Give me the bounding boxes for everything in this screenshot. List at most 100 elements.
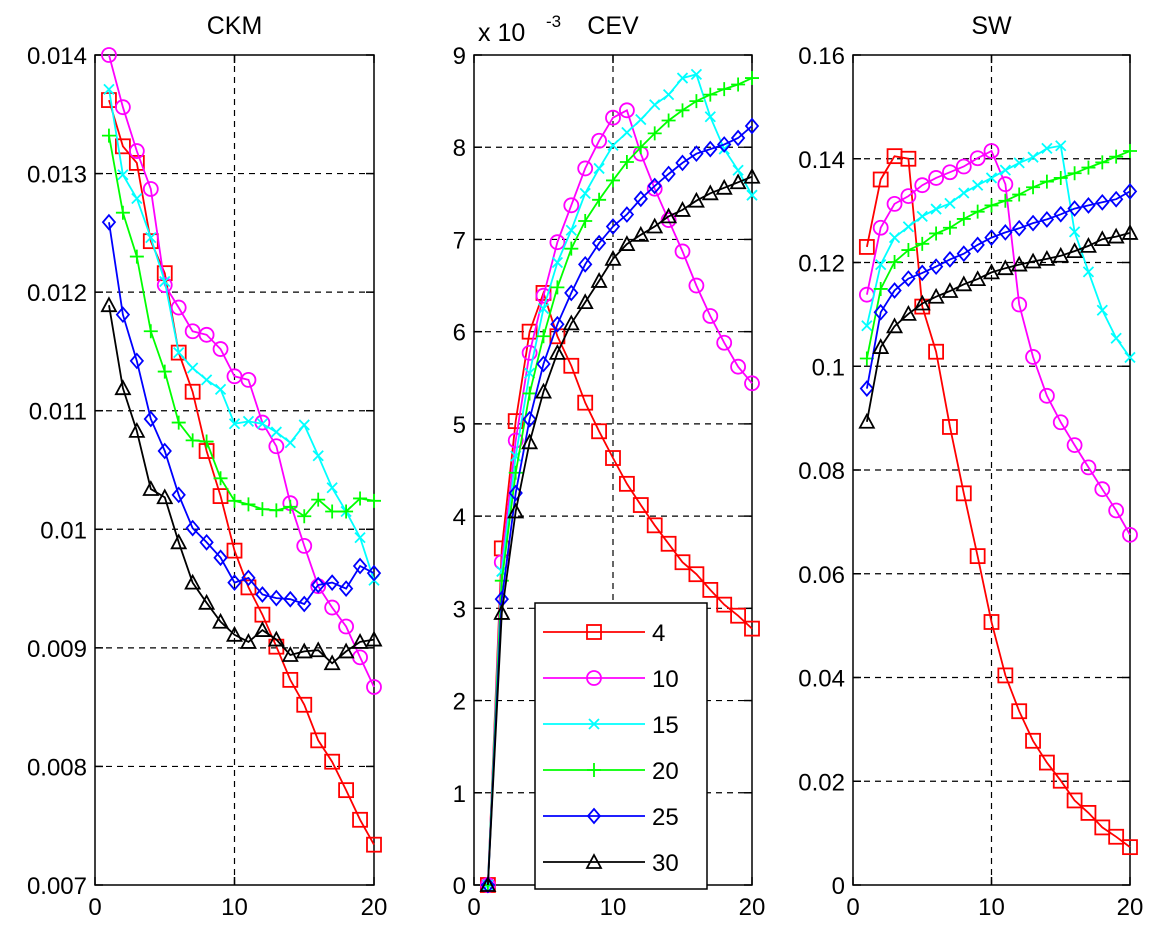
data-point <box>534 382 553 399</box>
data-point <box>996 259 1014 276</box>
data-point <box>145 231 157 244</box>
data-point <box>660 535 677 552</box>
data-point <box>242 415 255 428</box>
panel-title: CEV <box>587 12 639 40</box>
data-point <box>351 633 369 649</box>
data-point <box>661 165 676 183</box>
data-point <box>562 314 580 331</box>
data-point <box>605 450 621 466</box>
data-point <box>901 270 916 287</box>
data-point <box>255 586 270 603</box>
x-tick-label: 0 <box>88 894 101 921</box>
data-point <box>675 154 690 172</box>
data-point <box>1080 459 1097 476</box>
y-tick-label: 0.013 <box>27 162 87 189</box>
legend-label: 10 <box>652 666 679 693</box>
data-point <box>873 281 888 296</box>
data-point <box>690 68 703 81</box>
data-point <box>914 177 931 194</box>
data-point <box>872 171 889 188</box>
data-point <box>337 642 355 659</box>
data-point <box>1080 804 1097 821</box>
data-point <box>1082 266 1095 278</box>
legend-entry-15: 15 <box>543 712 679 739</box>
data-point <box>621 126 633 139</box>
data-point <box>284 437 296 449</box>
legend-label: 30 <box>652 850 679 877</box>
data-point <box>716 596 733 613</box>
data-point <box>1012 187 1027 202</box>
data-point <box>240 371 257 388</box>
data-point <box>997 176 1014 193</box>
data-point <box>701 184 719 201</box>
data-point <box>702 308 719 324</box>
data-point <box>887 282 902 299</box>
data-point <box>297 509 312 524</box>
legend-entry-30: 30 <box>543 850 679 877</box>
series-line <box>866 150 1131 359</box>
y-tick-label: 9 <box>453 43 466 70</box>
data-point <box>704 111 716 123</box>
grid <box>95 55 374 885</box>
data-point <box>1079 237 1097 253</box>
data-point <box>131 192 143 205</box>
series-line <box>866 190 1131 389</box>
data-point <box>338 580 354 597</box>
data-point <box>703 140 718 158</box>
data-point <box>1039 174 1054 189</box>
legend-label: 20 <box>652 758 679 785</box>
legend-label: 15 <box>652 712 679 739</box>
data-point <box>171 486 186 504</box>
data-point <box>522 386 537 401</box>
data-point <box>1067 166 1082 181</box>
data-point <box>1038 249 1056 266</box>
data-point <box>689 94 704 109</box>
data-point <box>660 207 678 224</box>
data-point <box>715 178 733 195</box>
data-point <box>1094 819 1111 836</box>
data-point <box>901 243 916 258</box>
data-point <box>143 324 158 339</box>
data-point <box>1039 211 1055 228</box>
data-point <box>619 206 635 223</box>
data-point <box>984 229 999 246</box>
data-point <box>352 557 368 575</box>
data-point <box>1053 205 1068 223</box>
data-point <box>730 607 746 624</box>
legend-entry-4: 4 <box>543 620 665 647</box>
data-point <box>311 576 326 594</box>
data-point <box>1108 190 1124 208</box>
data-point <box>732 164 744 176</box>
legend-marker <box>587 763 601 777</box>
axis-exponent-base: x 10 <box>478 19 525 47</box>
data-point <box>507 413 524 430</box>
data-point <box>1066 242 1084 258</box>
data-point <box>972 179 984 191</box>
data-point <box>632 225 650 242</box>
data-point <box>115 306 131 324</box>
data-point <box>646 517 663 534</box>
data-point <box>928 170 944 186</box>
data-point <box>942 251 958 268</box>
y-tick-label: 3 <box>453 596 466 623</box>
data-point <box>1066 792 1083 809</box>
data-point <box>743 167 761 184</box>
x-tick-label: 0 <box>846 894 859 921</box>
data-point <box>969 270 987 286</box>
data-point <box>297 595 312 613</box>
data-point <box>673 201 692 217</box>
data-point <box>563 197 580 214</box>
data-point <box>185 519 200 537</box>
x-tick-label: 10 <box>978 894 1005 921</box>
data-point <box>1025 349 1041 365</box>
data-point <box>619 102 635 119</box>
legend-marker <box>586 807 602 825</box>
data-point <box>267 630 285 647</box>
data-point <box>592 192 607 207</box>
data-point <box>928 343 944 360</box>
data-point <box>213 471 228 486</box>
series-10 <box>101 47 382 695</box>
panel-title: CKM <box>207 12 263 40</box>
data-point <box>619 154 634 169</box>
data-point <box>1024 252 1042 269</box>
